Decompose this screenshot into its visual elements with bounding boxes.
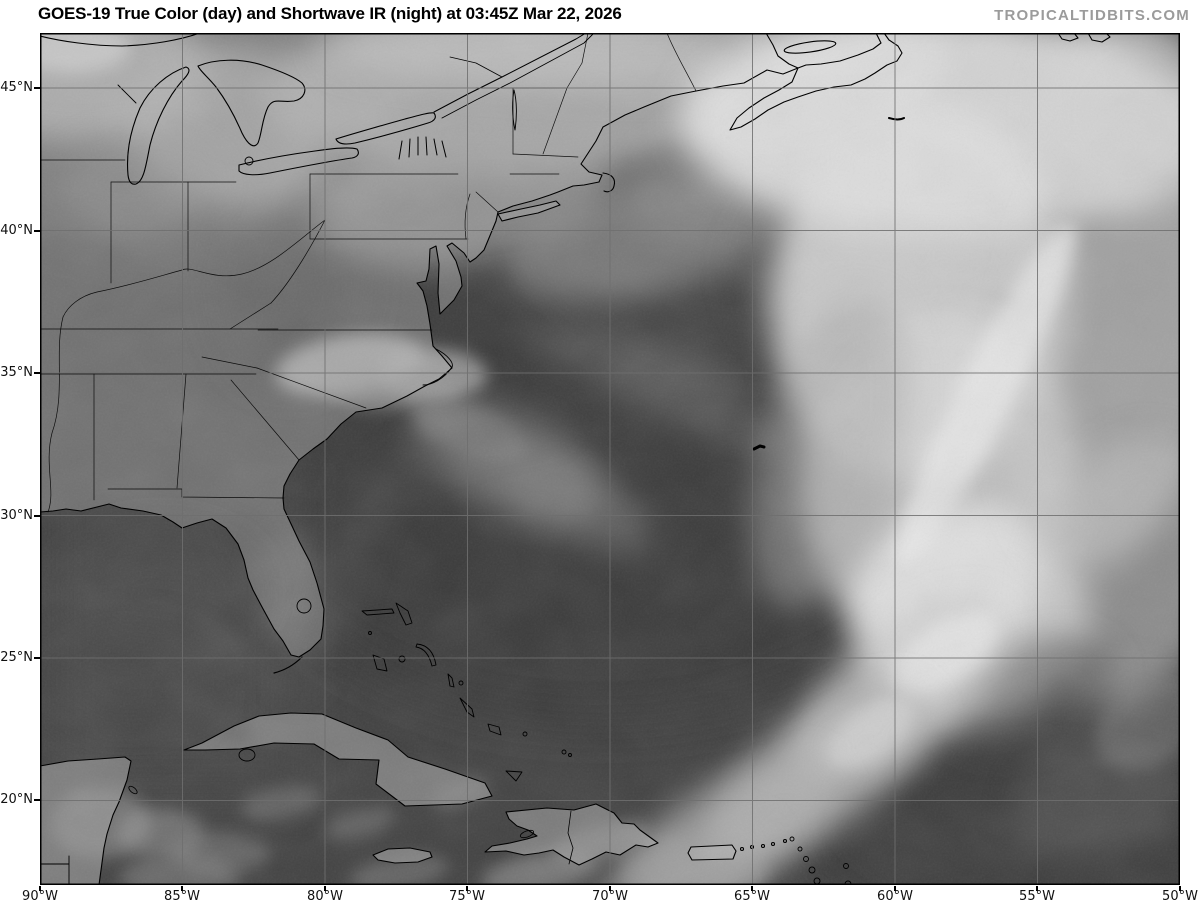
state-borders — [40, 33, 697, 513]
lon-label-90w: 90°W — [22, 889, 58, 904]
bermuda-island-mark — [752, 444, 766, 451]
lat-label-45n: 45°N — [0, 80, 33, 95]
lat-tick — [34, 87, 40, 89]
lon-label-65w: 65°W — [734, 889, 770, 904]
lon-tick — [466, 886, 468, 891]
lat-label-40n: 40°N — [0, 223, 33, 238]
lat-tick — [34, 799, 40, 801]
lon-label-85w: 85°W — [164, 889, 200, 904]
lat-label-30n: 30°N — [0, 508, 33, 523]
lat-tick — [34, 372, 40, 374]
lon-label-50w: 50°W — [1162, 889, 1198, 904]
satellite-map-image — [40, 33, 1180, 885]
lon-tick — [39, 886, 41, 891]
tropicaltidbits-watermark: TROPICALTIDBITS.COM — [994, 7, 1190, 24]
lon-label-75w: 75°W — [449, 889, 485, 904]
lon-tick — [1179, 886, 1181, 891]
lon-tick — [1036, 886, 1038, 891]
lon-tick — [609, 886, 611, 891]
lon-tick — [324, 886, 326, 891]
lon-label-60w: 60°W — [877, 889, 913, 904]
lon-label-70w: 70°W — [592, 889, 628, 904]
page-title: GOES-19 True Color (day) and Shortwave I… — [38, 4, 622, 23]
lat-label-25n: 25°N — [0, 650, 33, 665]
lon-tick — [181, 886, 183, 891]
map-frame — [40, 33, 1180, 885]
graticule-gridlines — [40, 33, 1180, 885]
lon-tick — [894, 886, 896, 891]
lat-tick — [34, 515, 40, 517]
lon-label-80w: 80°W — [307, 889, 343, 904]
lat-label-20n: 20°N — [0, 792, 33, 807]
lat-tick — [34, 230, 40, 232]
lon-tick — [751, 886, 753, 891]
lon-label-55w: 55°W — [1019, 889, 1055, 904]
lat-tick — [34, 657, 40, 659]
lat-label-35n: 35°N — [0, 365, 33, 380]
